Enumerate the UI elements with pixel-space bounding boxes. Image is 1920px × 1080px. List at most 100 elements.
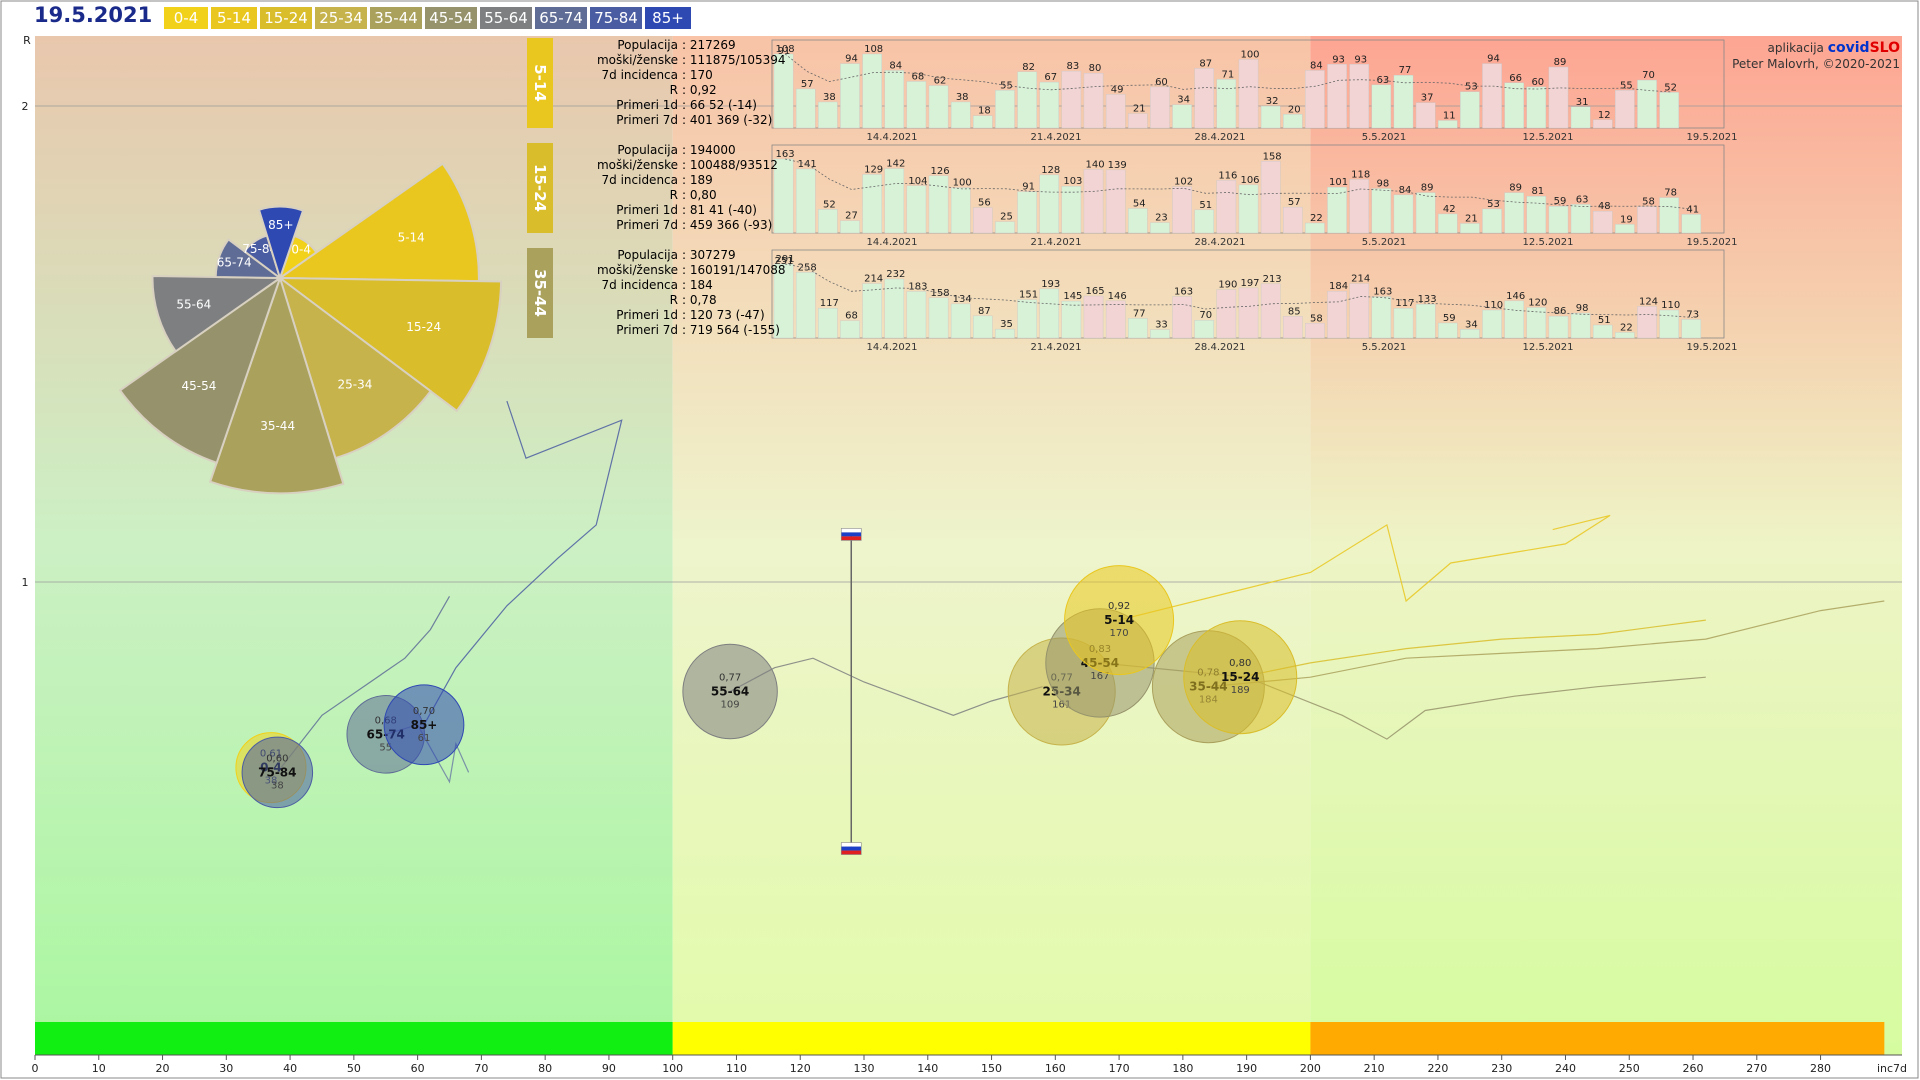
pie-wedge (214, 237, 284, 280)
bubble-inc-value: 55 (379, 742, 392, 753)
bar-value-label-extra: 251 (774, 256, 793, 267)
bar (1349, 179, 1369, 234)
rolling-average-line (785, 263, 1693, 318)
bar-value-label: 53 (1465, 82, 1478, 93)
bar (884, 70, 905, 129)
bar (1637, 306, 1657, 339)
bubble-circle (1064, 565, 1175, 676)
bar (1371, 296, 1392, 339)
info-value: : 0,80 (682, 188, 717, 202)
bar-value-label: 142 (886, 159, 905, 170)
bar-value-label: 31 (1576, 97, 1589, 108)
bar-value-label: 104 (908, 176, 927, 187)
bar (1637, 79, 1657, 129)
pie-slice-label: 25-34 (337, 378, 372, 392)
legend-55-64: 55-64 (480, 7, 532, 29)
pie-slice-55-64: 55-64 (151, 274, 284, 353)
info-value: : 120 73 (-47) (682, 308, 765, 322)
legend-75-84: 75-84 (590, 7, 642, 29)
bar (1017, 191, 1037, 234)
bar-value-label: 89 (1509, 183, 1522, 194)
bar (1128, 113, 1148, 129)
bar (1172, 186, 1192, 234)
bar-value-label: 133 (1418, 294, 1437, 305)
bar (1437, 322, 1458, 339)
bar (773, 53, 794, 129)
bar (928, 297, 949, 339)
pie-slice-15-24: 15-24 (276, 276, 503, 413)
pie-slice-label: 15-24 (406, 320, 441, 334)
legend-85+: 85+ (645, 7, 691, 29)
legend-0-4: 0-4 (164, 7, 208, 29)
info-value: : 184 (682, 278, 713, 292)
bar-value-label: 80 (1089, 63, 1102, 74)
bar-value-label: 124 (1639, 296, 1658, 307)
bar (795, 168, 816, 234)
bar-value-label: 18 (978, 106, 991, 117)
bar-value-label: 84 (889, 60, 902, 71)
bar-value-label: 117 (820, 298, 839, 309)
bar-date-label: 19.5.2021 (1687, 342, 1738, 353)
bar-value-label: 35 (1000, 319, 1013, 330)
bar-value-label: 58 (1310, 313, 1323, 324)
bar-value-label: 19 (1620, 214, 1633, 225)
bar (1681, 319, 1702, 339)
bar-date-label: 12.5.2021 (1523, 342, 1574, 353)
bar-value-label: 83 (1067, 61, 1080, 72)
bar-value-label: 158 (1263, 151, 1282, 162)
bar (928, 85, 949, 129)
bubble-circle (682, 643, 778, 740)
bar-value-label: 38 (956, 92, 969, 103)
bar (1172, 104, 1192, 129)
pie-wedge (257, 205, 305, 282)
trail-85+ (423, 400, 623, 726)
bar-value-label: 67 (1044, 72, 1057, 83)
bar-value-label: 22 (1620, 322, 1633, 333)
bubbles: 0,610-4380,6075-84380,6865-74550,7085+61… (235, 565, 1298, 809)
pie-slice-label: 0-4 (291, 243, 311, 257)
bar (862, 174, 882, 234)
bar-date-label: 21.4.2021 (1031, 237, 1082, 248)
x-tick-label: 170 (1109, 1062, 1130, 1075)
info-key: moški/ženske (596, 158, 678, 172)
info-key: Populacija (617, 248, 678, 262)
x-tick-label: 260 (1683, 1062, 1704, 1075)
info-row: Primeri 1d: 66 52 (-14) (560, 98, 786, 113)
info-row: moški/ženske: 160191/147088 (560, 263, 786, 278)
bar (1216, 79, 1237, 129)
bar (773, 263, 794, 339)
x-tick-label: 190 (1236, 1062, 1257, 1075)
bar-value-label: 110 (1661, 300, 1680, 311)
info-key: Populacija (617, 38, 678, 52)
bar-value-label: 51 (1598, 315, 1611, 326)
bubble-inc-value: 109 (721, 699, 740, 710)
pie-wedge (151, 274, 284, 353)
bar-value-label: 54 (1133, 198, 1146, 209)
pie-slice-label: 85+ (268, 218, 293, 232)
flag-border (840, 528, 862, 541)
bar-value-label: 71 (1221, 69, 1234, 80)
bar-value-label: 49 (1111, 84, 1124, 95)
bar-value-label: 52 (823, 199, 836, 210)
x-tick-label: 280 (1810, 1062, 1831, 1075)
bar-value-label: 85 (1288, 306, 1301, 317)
bar-date-label: 28.4.2021 (1195, 342, 1246, 353)
bar-value-label: 12 (1598, 110, 1611, 121)
bubble-inc-value: 170 (1110, 628, 1129, 639)
bar-value-label: 22 (1310, 213, 1323, 224)
bar-value-label: 53 (1487, 199, 1500, 210)
panel-info-5-14: Populacija: 217269 moški/ženske: 111875/1… (560, 38, 786, 128)
bar-value-label: 84 (1399, 185, 1412, 196)
bar-value-label: 232 (886, 269, 905, 280)
bar (995, 328, 1015, 339)
info-key: R (669, 188, 678, 202)
bubble-label: 5-14 (1104, 613, 1134, 627)
bar-value-label: 94 (845, 54, 858, 65)
legend-15-24: 15-24 (260, 7, 312, 29)
pie-wedge (276, 276, 503, 413)
pie-wedge (276, 162, 480, 283)
bar (1150, 86, 1170, 129)
info-key: moški/ženske (596, 263, 678, 277)
rolling-average-line (784, 53, 1671, 93)
